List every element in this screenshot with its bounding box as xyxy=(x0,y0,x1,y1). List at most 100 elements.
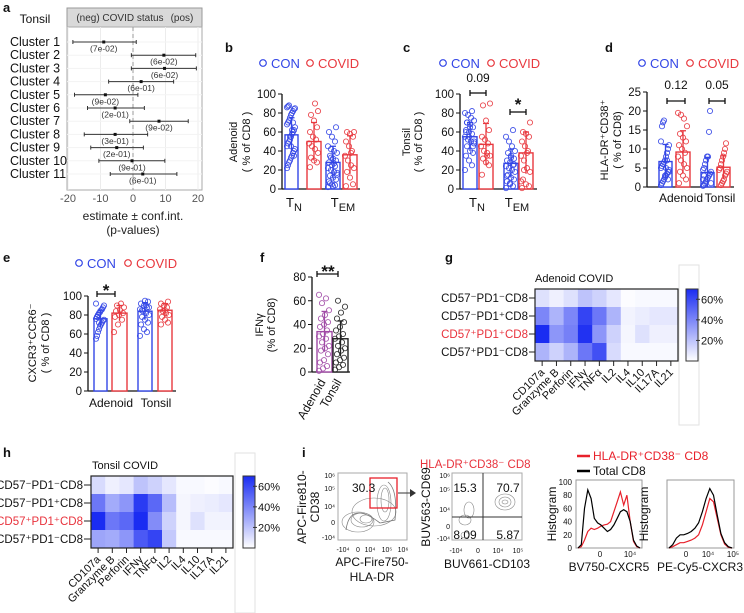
heatmap-cell xyxy=(218,476,234,495)
arrow-head-icon xyxy=(410,489,416,497)
row-label: CD57⁻PD1⁻CD8 xyxy=(441,293,528,305)
x-tick-label: 10 xyxy=(159,193,171,205)
legend-label: COVID xyxy=(698,56,739,71)
x-tick-label: -10⁴ xyxy=(449,548,462,555)
x-category-label: TN xyxy=(469,195,485,214)
y-tick-label: 80 xyxy=(69,310,82,322)
heatmap-cell xyxy=(635,343,650,362)
data-point xyxy=(319,330,327,338)
data-point xyxy=(483,152,491,159)
data-point xyxy=(342,138,350,145)
heatmap-cell xyxy=(218,530,234,549)
heatmap-cell xyxy=(176,512,191,531)
x-axis-title: PE-Cy5-CXCR3 xyxy=(657,560,743,574)
y-tick-label: 20 xyxy=(293,343,306,355)
p-value-label: (6e-02) xyxy=(151,70,179,80)
data-point xyxy=(699,176,707,183)
y-axis-title: Adenoid xyxy=(228,122,240,162)
y-axis-subtitle: CD38 xyxy=(308,491,322,522)
x-category-label: TN xyxy=(286,195,302,214)
data-point xyxy=(682,176,690,183)
data-point xyxy=(663,149,671,156)
data-point xyxy=(700,172,708,179)
data-point xyxy=(331,138,339,145)
y-axis-title: Tonsil xyxy=(401,128,413,156)
legend-label: COVID xyxy=(499,56,540,71)
data-point xyxy=(660,117,668,124)
y-axis-title: Histogram xyxy=(545,487,559,542)
y-axis-title: Histogram xyxy=(637,487,651,542)
estimate-point xyxy=(163,66,167,70)
tissue-label: Tonsil xyxy=(20,12,51,26)
data-point xyxy=(716,164,724,172)
data-point xyxy=(665,166,673,173)
data-point xyxy=(678,145,686,153)
data-point xyxy=(324,143,332,150)
legend-marker-icon xyxy=(75,259,83,267)
heatmap-cell xyxy=(592,343,607,362)
heatmap-cell xyxy=(105,530,120,549)
category-subscript: EM xyxy=(339,202,356,214)
x-category-label: TEM xyxy=(331,195,355,214)
data-point xyxy=(503,172,511,179)
data-point xyxy=(722,140,730,147)
heatmap-cell xyxy=(162,494,177,513)
data-point xyxy=(478,171,486,178)
y-tick-label: 0 xyxy=(568,544,573,553)
gate-rectangle xyxy=(369,477,398,509)
heatmap-cell xyxy=(549,325,564,344)
data-point xyxy=(307,111,315,118)
data-point xyxy=(325,128,333,136)
x-tick-label: 10⁶ xyxy=(398,547,409,554)
panel-label: g xyxy=(445,250,453,265)
heatmap-cell xyxy=(218,512,234,531)
heatmap-cell xyxy=(535,307,550,326)
legend-marker-icon xyxy=(638,59,646,67)
x-tick-label: 10⁴ xyxy=(624,550,637,559)
estimate-point xyxy=(139,80,143,84)
x-tick-label: 0 xyxy=(356,547,360,554)
x-tick-label: 0 xyxy=(598,550,603,559)
y-tick-label: 40 xyxy=(293,320,306,332)
y-tick-label: 20 xyxy=(628,106,641,118)
data-point xyxy=(291,105,299,112)
heatmap-cell xyxy=(105,476,120,495)
x-axis-title: BUV661-CD103 xyxy=(444,557,530,571)
heatmap-cell xyxy=(592,289,607,308)
panel-label: b xyxy=(225,40,233,55)
data-point xyxy=(313,159,321,166)
data-point xyxy=(700,164,708,172)
legend-label: HLA-DR⁺CD38⁻ CD8 xyxy=(593,449,709,463)
y-tick-label: 10⁴ xyxy=(324,504,335,511)
heatmap-cell xyxy=(190,512,205,531)
y-axis-title: CXCR3⁺CCR6⁻ xyxy=(27,303,39,382)
data-point xyxy=(337,309,345,316)
category-subscript: EM xyxy=(513,202,530,214)
x-tick-label: 0 xyxy=(130,193,136,205)
heatmap-cell xyxy=(133,476,149,495)
y-tick-label: 60 xyxy=(263,127,276,139)
heatmap-cell xyxy=(204,512,220,531)
data-point xyxy=(505,138,513,145)
data-point xyxy=(326,180,334,187)
y-tick-label: -10⁴ xyxy=(322,535,335,542)
legend-label: CON xyxy=(451,56,480,71)
legend-label: COVID xyxy=(318,56,359,71)
x-tick-label: 20 xyxy=(192,193,204,205)
data-point xyxy=(289,119,297,126)
data-point xyxy=(285,102,293,109)
heatmap-cell xyxy=(190,530,205,549)
x-category-label: Adenoid xyxy=(89,396,133,410)
heatmap-cell xyxy=(663,343,679,362)
legend-marker-icon xyxy=(686,59,694,67)
contour-line xyxy=(380,487,390,513)
heatmap-cell xyxy=(176,494,191,513)
legend-marker-icon xyxy=(124,259,132,267)
heatmap-cell xyxy=(577,307,593,326)
y-tick-label: 10⁶ xyxy=(324,473,335,480)
colorbar-label: 60% xyxy=(701,294,723,306)
heatmap-cell xyxy=(649,325,664,344)
data-point xyxy=(523,165,531,172)
y-axis-title: APC-Fire810- xyxy=(295,470,309,543)
data-point xyxy=(283,165,291,172)
